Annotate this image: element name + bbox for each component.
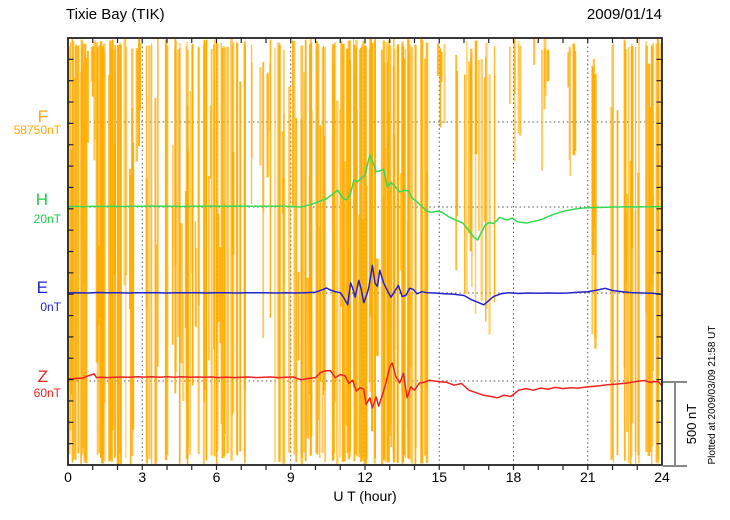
x-tick-label: 15: [431, 469, 448, 485]
series-h-label: H: [35, 190, 48, 209]
x-tick-label: 21: [579, 469, 596, 485]
x-tick-label: 9: [286, 469, 295, 485]
x-tick-label: 18: [505, 469, 522, 485]
x-tick-label: 24: [654, 469, 670, 485]
x-tick-label: 12: [357, 469, 373, 485]
series-e-label: E: [36, 278, 48, 297]
series-f-label: F: [37, 107, 48, 126]
series-f-ref-value: 58750nT: [13, 123, 61, 137]
date-label: 2009/01/14: [586, 6, 662, 23]
x-tick-label: 0: [64, 469, 72, 485]
series-e-ref-value: 0nT: [40, 300, 61, 314]
x-axis-title: U T (hour): [333, 488, 397, 504]
station-title: Tixie Bay (TIK): [66, 6, 165, 23]
scale-bar-label: 500 nT: [684, 403, 699, 445]
plotted-at-note: Plotted at 2009/03/09 21:58 UT: [707, 325, 718, 465]
x-tick-label: 3: [138, 469, 147, 485]
x-tick-label: 6: [212, 469, 221, 485]
series-z-label: Z: [37, 367, 48, 386]
series-h-ref-value: 20nT: [33, 212, 61, 226]
series-z-ref-value: 60nT: [33, 386, 61, 400]
